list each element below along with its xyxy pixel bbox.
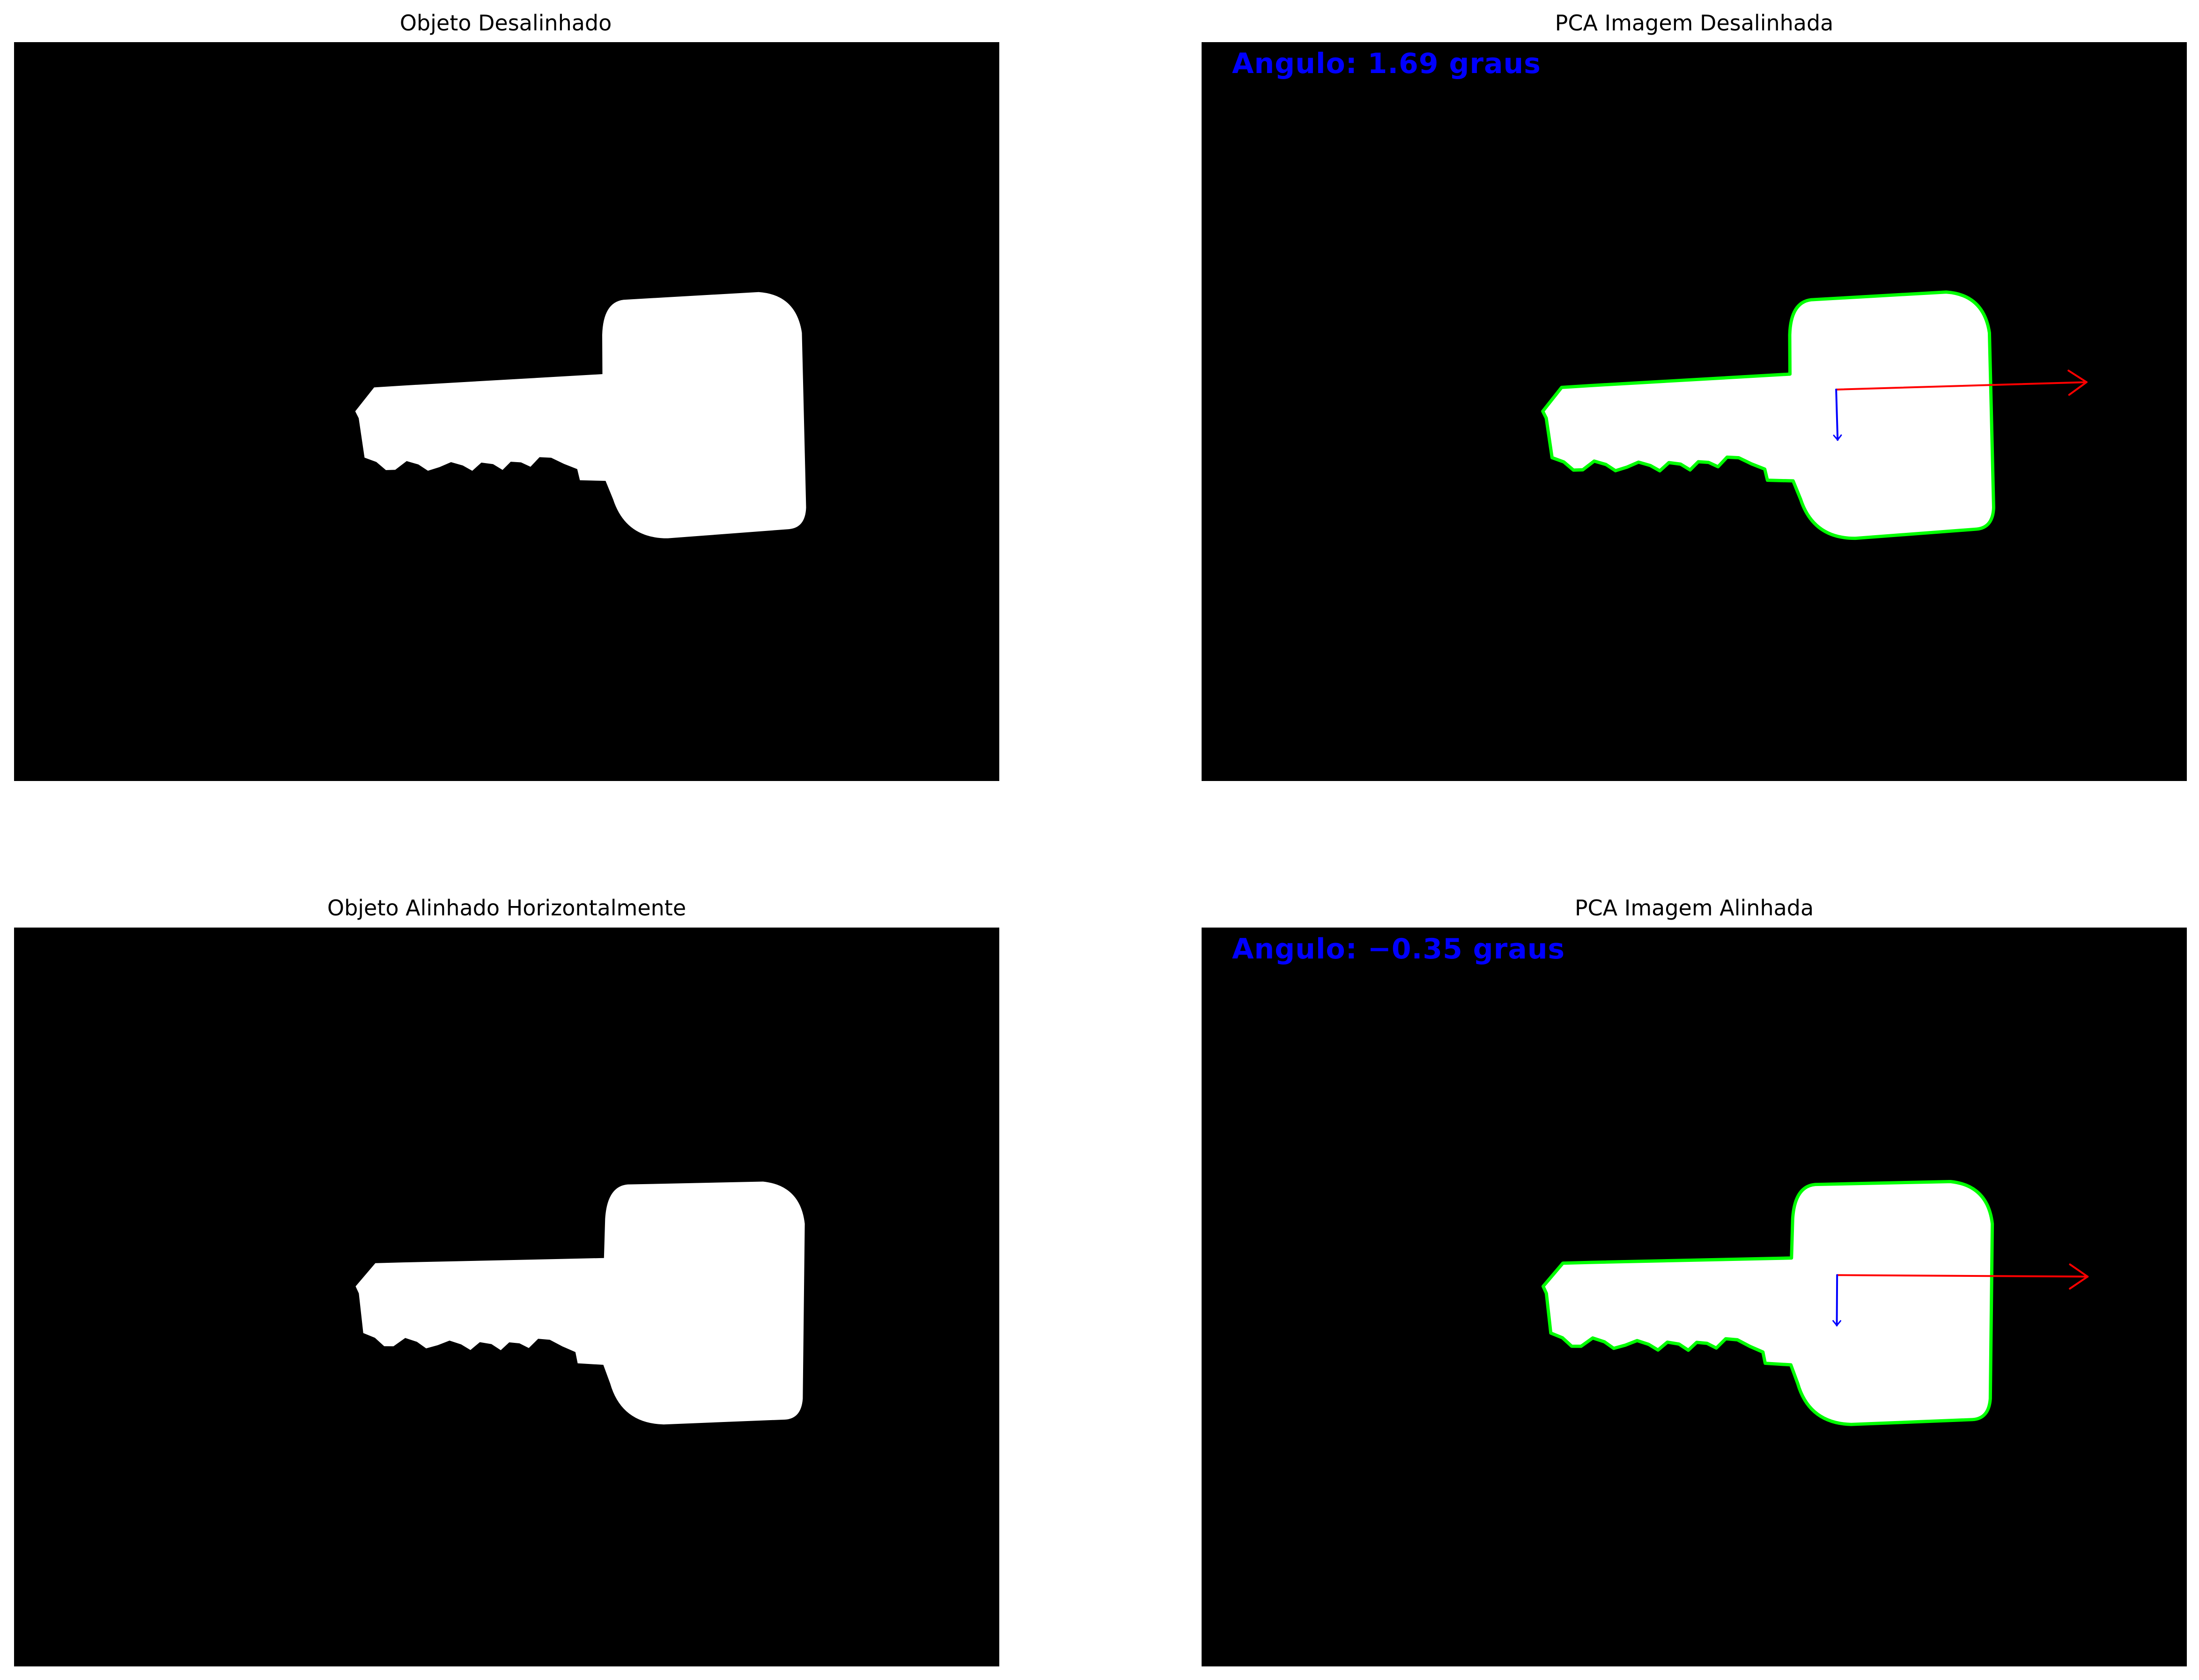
panel-title: Objeto Desalinhado (399, 10, 612, 36)
angle-label: Angulo: 1.69 graus (1232, 47, 1541, 80)
image-frame: Angulo: 1.69 graus (1202, 42, 2187, 781)
panel-title: Objeto Alinhado Horizontalmente (327, 895, 686, 921)
image-frame (14, 928, 999, 1666)
key-contour (1541, 290, 1995, 540)
minor-axis-arrow (1832, 1274, 1842, 1326)
pca-key-image (1541, 290, 2088, 540)
key-contour (1541, 1179, 1994, 1426)
key-silhouette-image (355, 292, 806, 538)
key-group (355, 292, 806, 538)
major-axis-arrow (1835, 369, 2088, 396)
image-frame: Angulo: −0.35 graus (1202, 928, 2187, 1666)
image-frame (14, 42, 999, 781)
panel-objeto-alinhado: Objeto Alinhado Horizontalmente (0, 0, 1007, 1680)
panel-pca-desalinhada: PCA Imagem Desalinhada Angulo: 1.69 grau… (0, 0, 2199, 787)
minor-axis-arrow (1833, 388, 1842, 441)
key-shape (1542, 292, 1994, 538)
key-silhouette-image (355, 1181, 805, 1425)
panel-objeto-desalinhado: Objeto Desalinhado (0, 0, 1007, 787)
key-group (1541, 290, 2088, 540)
key-group (1541, 1179, 2089, 1426)
major-axis-arrow (1836, 1263, 2089, 1290)
key-shape (1543, 1181, 1992, 1425)
key-shape (355, 292, 806, 538)
panel-title: PCA Imagem Alinhada (1574, 895, 1814, 921)
key-shape (355, 1181, 805, 1425)
panel-title: PCA Imagem Desalinhada (1555, 10, 1834, 36)
key-group (355, 1181, 805, 1425)
pca-key-image (1541, 1179, 2089, 1426)
angle-label: Angulo: −0.35 graus (1232, 933, 1565, 965)
